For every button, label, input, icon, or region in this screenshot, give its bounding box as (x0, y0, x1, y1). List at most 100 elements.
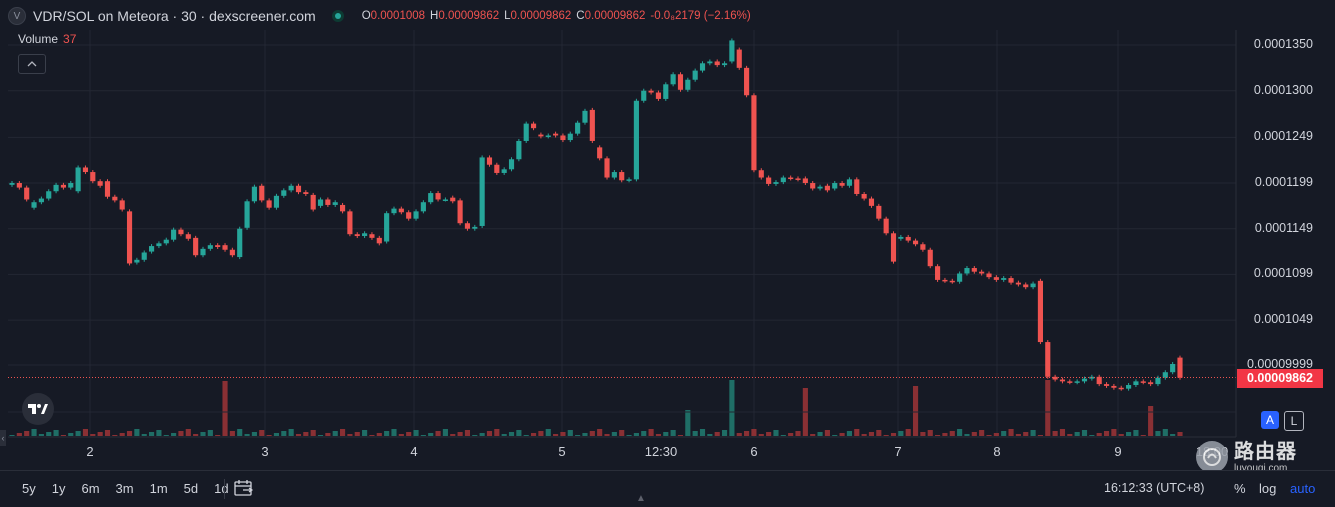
scroll-left-handle[interactable]: ‹ (0, 430, 6, 446)
candle-body[interactable] (699, 63, 706, 71)
candle-body[interactable] (655, 92, 662, 99)
candle-body[interactable] (1045, 342, 1051, 377)
candle-body[interactable] (222, 245, 228, 250)
candle-body[interactable] (619, 172, 625, 181)
candle-body[interactable] (949, 280, 955, 283)
candle-body[interactable] (677, 74, 684, 90)
candle-body[interactable] (611, 172, 617, 178)
candle-body[interactable] (729, 40, 735, 62)
candle-body[interactable] (964, 268, 970, 274)
candle-body[interactable] (457, 200, 463, 224)
auto-scale-button[interactable]: A (1261, 411, 1279, 429)
candle-body[interactable] (406, 212, 412, 219)
candle-body[interactable] (339, 204, 346, 212)
candle-body[interactable] (1118, 387, 1124, 390)
range-3m[interactable]: 3m (115, 481, 134, 496)
candle-body[interactable] (90, 172, 96, 182)
candle-body[interactable] (295, 185, 302, 193)
candle-body[interactable] (560, 135, 566, 141)
candle-body[interactable] (920, 244, 926, 250)
candle-body[interactable] (156, 243, 162, 247)
candle-body[interactable] (501, 169, 507, 173)
chevron-up-icon[interactable] (18, 54, 46, 74)
candle-body[interactable] (589, 109, 595, 141)
candle-body[interactable] (1140, 381, 1146, 383)
candle-body[interactable] (237, 228, 243, 258)
candle-body[interactable] (854, 179, 860, 194)
candle-body[interactable] (1001, 278, 1007, 280)
candle-body[interactable] (736, 49, 742, 68)
candle-body[interactable] (597, 147, 603, 159)
candle-body[interactable] (354, 234, 360, 237)
candle-body[interactable] (435, 193, 441, 200)
candle-body[interactable] (648, 90, 654, 93)
candle-body[interactable] (810, 183, 816, 189)
candle-body[interactable] (883, 218, 889, 234)
candle-body[interactable] (46, 191, 52, 199)
candle-body[interactable] (582, 110, 588, 123)
range-6m[interactable]: 6m (81, 481, 100, 496)
candle-body[interactable] (163, 239, 169, 244)
candle-body[interactable] (68, 183, 74, 188)
candle-body[interactable] (193, 237, 199, 256)
candle-body[interactable] (149, 246, 155, 252)
candle-body[interactable] (9, 183, 15, 185)
candle-body[interactable] (82, 167, 89, 173)
candle-body[interactable] (839, 183, 845, 186)
candle-body[interactable] (200, 248, 206, 256)
symbol-title[interactable]: VDR/SOL on Meteora · 30 · dexscreener.co… (33, 8, 316, 24)
candle-body[interactable] (244, 201, 250, 228)
candle-body[interactable] (721, 63, 728, 66)
candle-body[interactable] (376, 237, 382, 244)
candle-body[interactable] (1008, 278, 1014, 283)
candle-body[interactable] (1067, 381, 1073, 383)
candle-body[interactable] (905, 236, 911, 241)
candle-body[interactable] (979, 271, 985, 274)
candle-body[interactable] (530, 123, 537, 129)
candle-body[interactable] (685, 79, 691, 90)
candle-body[interactable] (428, 193, 434, 203)
range-1y[interactable]: 1y (51, 481, 66, 496)
candle-body[interactable] (369, 234, 375, 238)
candle-body[interactable] (112, 196, 118, 201)
candle-body[interactable] (876, 205, 882, 219)
candle-body[interactable] (119, 200, 125, 210)
candle-body[interactable] (986, 273, 992, 278)
candle-body[interactable] (766, 177, 772, 184)
candle-body[interactable] (178, 229, 184, 235)
candle-body[interactable] (942, 279, 948, 282)
candle-body[interactable] (626, 179, 632, 181)
candle-body[interactable] (971, 268, 977, 272)
candle-body[interactable] (1162, 372, 1168, 378)
candle-body[interactable] (788, 177, 794, 180)
candle-body[interactable] (362, 233, 368, 237)
candle-body[interactable] (1037, 280, 1043, 343)
candle-body[interactable] (413, 211, 419, 219)
candle-body[interactable] (494, 164, 500, 173)
range-5d[interactable]: 5d (183, 481, 199, 496)
candle-body[interactable] (553, 133, 559, 136)
candle-body[interactable] (104, 181, 111, 197)
log-scale-button[interactable]: L (1284, 411, 1304, 431)
candle-body[interactable] (1148, 382, 1154, 385)
candle-body[interactable] (714, 61, 720, 66)
candle-body[interactable] (317, 199, 324, 206)
candle-body[interactable] (516, 140, 522, 160)
candle-body[interactable] (1074, 381, 1080, 383)
candle-body[interactable] (824, 185, 830, 191)
candle-body[interactable] (1126, 385, 1132, 389)
candle-body[interactable] (185, 234, 191, 239)
candle-body[interactable] (912, 240, 919, 245)
candle-body[interactable] (817, 186, 823, 189)
candle-body[interactable] (935, 266, 941, 280)
candle-body[interactable] (398, 208, 404, 213)
candle-body[interactable] (229, 249, 235, 256)
auto-toggle-button[interactable]: auto (1290, 481, 1316, 496)
candle-body[interactable] (663, 84, 669, 99)
candle-body[interactable] (266, 200, 272, 208)
candle-body[interactable] (523, 123, 529, 141)
candle-body[interactable] (868, 198, 875, 206)
candle-body[interactable] (1155, 377, 1161, 385)
candle-body[interactable] (171, 229, 177, 240)
